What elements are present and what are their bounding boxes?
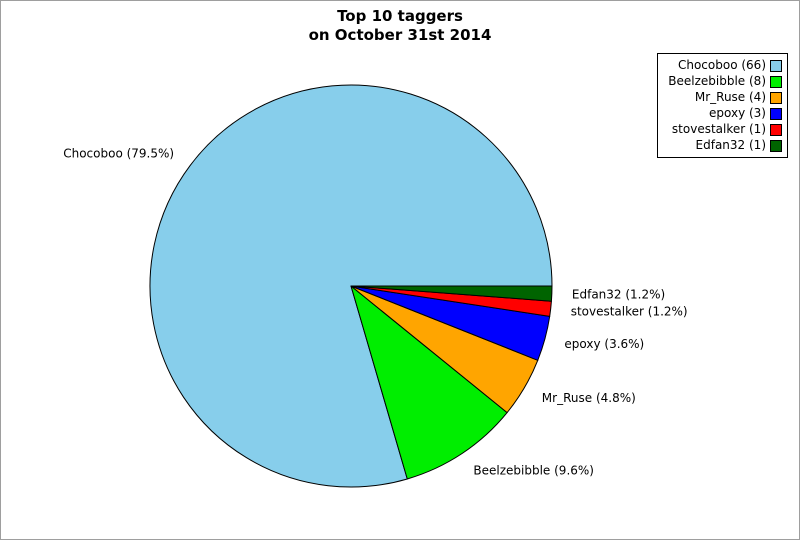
legend-swatch [770,139,782,152]
pie-slice-beelzebibble [350,285,508,480]
chart-title-line1: Top 10 taggers [337,7,463,25]
legend-swatch [770,59,782,72]
pie-label-stovestalker: stovestalker (1.2%) [571,304,688,318]
legend-swatch [770,123,782,136]
legend-swatch [770,91,782,104]
pie-label-edfan32: Edfan32 (1.2%) [572,288,665,302]
legend-item-epoxy: epoxy (3) [662,106,782,121]
legend-swatch [770,75,782,88]
pie-label-chocoboo: Chocoboo (79.5%) [63,147,174,161]
pie-label-mr_ruse: Mr_Ruse (4.8%) [542,391,636,405]
legend-item-edfan32: Edfan32 (1) [662,138,782,153]
legend-label: stovestalker (1) [671,122,766,136]
legend-item-stovestalker: stovestalker (1) [662,122,782,137]
legend-label: Beelzebibble (8) [668,74,766,88]
pie-slice-edfan32 [350,285,553,302]
pie-label-beelzebibble: Beelzebibble (9.6%) [473,463,594,477]
chart-title: Top 10 taggers on October 31st 2014 [1,7,799,45]
legend-label: Chocoboo (66) [677,58,766,72]
chart-title-line2: on October 31st 2014 [308,26,492,44]
legend-swatch [770,107,782,120]
legend-item-mr_ruse: Mr_Ruse (4) [662,90,782,105]
legend-label: Mr_Ruse (4) [694,90,766,104]
legend-item-chocoboo: Chocoboo (66) [662,58,782,73]
legend-label: epoxy (3) [709,106,766,120]
legend-label: Edfan32 (1) [695,138,766,152]
legend: Chocoboo (66) Beelzebibble (8) Mr_Ruse (4)… [657,53,788,158]
legend-item-beelzebibble: Beelzebibble (8) [662,74,782,89]
pie-label-epoxy: epoxy (3.6%) [564,337,644,351]
